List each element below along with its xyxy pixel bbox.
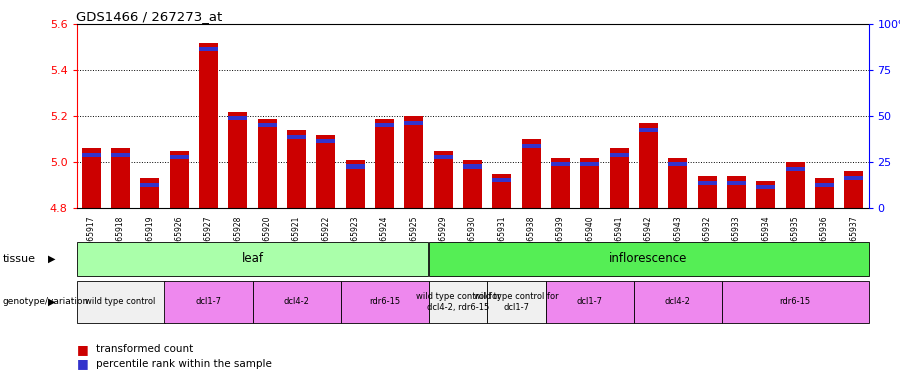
Bar <box>580 158 599 208</box>
Text: transformed count: transformed count <box>96 345 194 354</box>
Bar <box>551 158 570 208</box>
Bar <box>463 160 482 208</box>
Bar <box>346 160 365 208</box>
Text: inflorescence: inflorescence <box>609 252 688 265</box>
Text: dcl1-7: dcl1-7 <box>577 297 603 306</box>
Bar <box>609 148 629 208</box>
Bar <box>404 121 423 125</box>
Bar <box>639 128 658 132</box>
Bar <box>786 167 805 171</box>
Text: rdr6-15: rdr6-15 <box>779 297 811 306</box>
Text: genotype/variation: genotype/variation <box>3 297 89 306</box>
Bar <box>169 151 189 208</box>
Bar <box>522 139 541 208</box>
Bar <box>434 151 453 208</box>
Bar <box>463 165 482 169</box>
Text: dcl1-7: dcl1-7 <box>195 297 221 306</box>
Text: GDS1466 / 267273_at: GDS1466 / 267273_at <box>76 10 223 23</box>
Bar <box>815 183 834 187</box>
Bar <box>199 43 218 208</box>
Text: dcl4-2: dcl4-2 <box>665 297 691 306</box>
Bar <box>639 123 658 208</box>
Bar <box>229 116 248 120</box>
Bar <box>257 123 276 127</box>
Bar <box>815 178 834 208</box>
Text: ■: ■ <box>76 343 88 356</box>
Bar <box>316 139 336 143</box>
Text: wild type control: wild type control <box>86 297 156 306</box>
Bar <box>169 155 189 159</box>
Text: tissue: tissue <box>3 254 36 264</box>
Bar <box>756 181 776 208</box>
Bar <box>492 178 511 182</box>
Bar <box>257 118 276 208</box>
Bar <box>844 176 863 180</box>
Bar <box>580 162 599 166</box>
Text: ■: ■ <box>76 357 88 370</box>
Text: ▶: ▶ <box>49 297 56 307</box>
Bar <box>229 112 248 208</box>
Text: rdr6-15: rdr6-15 <box>369 297 400 306</box>
Bar <box>727 176 746 208</box>
Bar <box>375 118 394 208</box>
Bar <box>287 130 306 208</box>
Bar <box>698 176 716 208</box>
Bar <box>669 162 688 166</box>
Text: leaf: leaf <box>241 252 264 265</box>
Bar <box>551 162 570 166</box>
Bar <box>140 178 159 208</box>
Bar <box>404 116 423 208</box>
Bar <box>522 144 541 148</box>
Bar <box>492 174 511 208</box>
Bar <box>669 158 688 208</box>
Bar <box>609 153 629 157</box>
Bar <box>698 180 716 185</box>
Bar <box>756 185 776 189</box>
Text: percentile rank within the sample: percentile rank within the sample <box>96 359 272 369</box>
Bar <box>434 155 453 159</box>
Bar <box>346 165 365 169</box>
Bar <box>199 47 218 51</box>
Bar <box>375 123 394 127</box>
Text: dcl4-2: dcl4-2 <box>284 297 310 306</box>
Text: ▶: ▶ <box>49 254 56 264</box>
Bar <box>111 148 130 208</box>
Bar <box>82 148 101 208</box>
Bar <box>140 183 159 187</box>
Bar <box>844 171 863 208</box>
Bar <box>316 135 336 208</box>
Bar <box>287 135 306 139</box>
Text: wild type control for
dcl4-2, rdr6-15: wild type control for dcl4-2, rdr6-15 <box>416 292 500 312</box>
Bar <box>727 180 746 185</box>
Bar <box>82 153 101 157</box>
Text: wild type control for
dcl1-7: wild type control for dcl1-7 <box>474 292 559 312</box>
Bar <box>111 153 130 157</box>
Bar <box>786 162 805 208</box>
